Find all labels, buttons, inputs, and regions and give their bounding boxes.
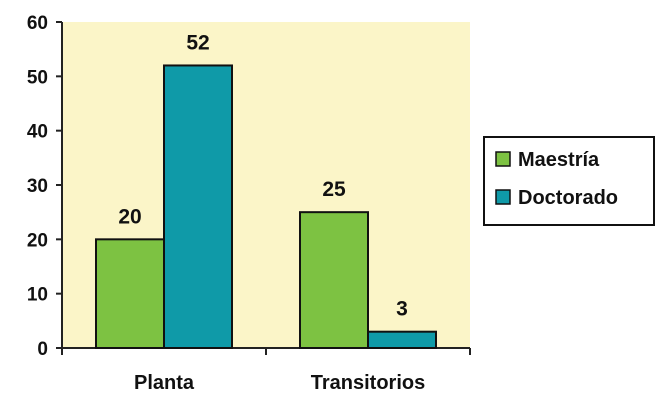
y-axis: 0 10 20 30 40 50 60 <box>27 13 63 360</box>
y-tick-label: 50 <box>27 67 48 88</box>
y-tick-label: 0 <box>37 339 48 360</box>
data-label: 20 <box>118 205 141 228</box>
y-tick-label: 10 <box>27 285 48 306</box>
y-tick-label: 30 <box>27 176 48 197</box>
data-label: 3 <box>396 298 408 321</box>
data-label: 25 <box>322 178 346 201</box>
bar <box>95 238 165 349</box>
bars <box>95 64 437 350</box>
x-axis: Planta Transitorios <box>61 347 471 393</box>
y-tick-label: 60 <box>27 13 48 34</box>
bar <box>299 211 369 349</box>
legend-label: Doctorado <box>518 187 618 209</box>
bar <box>163 64 233 349</box>
y-tick-label: 20 <box>27 230 48 251</box>
legend-label: Maestría <box>518 149 600 171</box>
legend-box <box>483 136 655 226</box>
bar <box>367 330 437 350</box>
y-tick-label: 40 <box>27 122 48 143</box>
x-tick-label: Planta <box>134 372 195 393</box>
legend-swatch <box>495 189 511 205</box>
data-label: 52 <box>186 31 209 54</box>
legend: Maestría Doctorado <box>483 136 655 226</box>
data-labels: 20 52 25 3 <box>118 31 408 320</box>
legend-swatch <box>495 151 511 167</box>
x-tick-label: Transitorios <box>311 372 425 393</box>
